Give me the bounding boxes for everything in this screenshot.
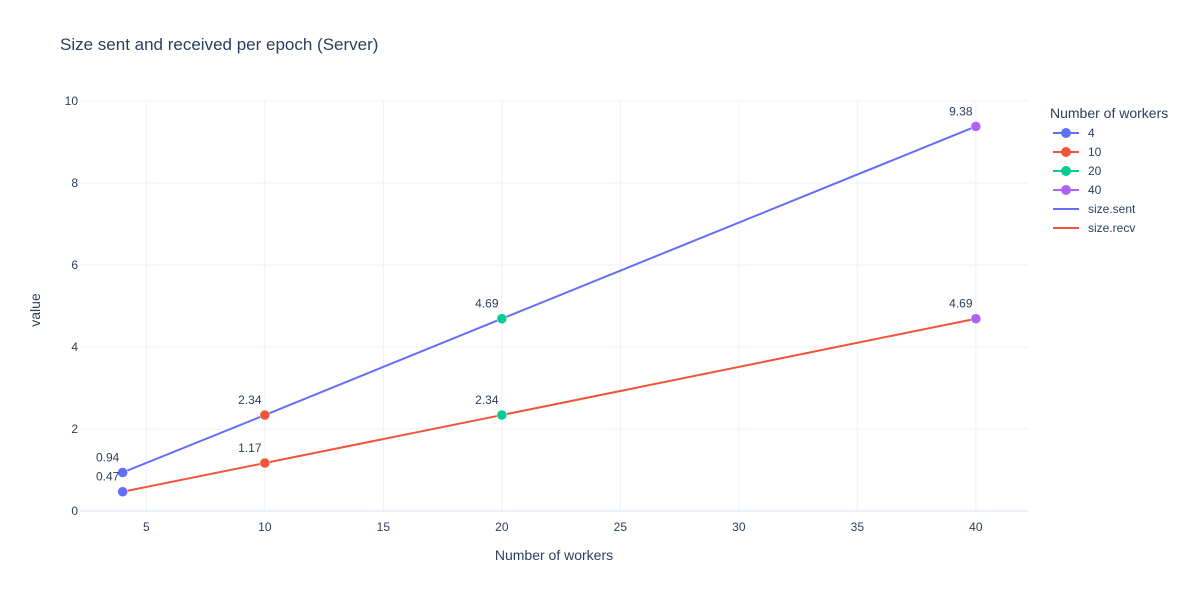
data-label: 2.34	[475, 393, 499, 407]
y-axis-title: value	[27, 293, 43, 327]
y-tick-label: 8	[71, 176, 78, 190]
axes: 0 2 4 6 8 10 5 10 15 20 25 30 35 40	[65, 94, 983, 534]
x-tick-label: 5	[143, 520, 150, 534]
data-point[interactable]	[970, 121, 982, 132]
series-line-size-recv	[122, 317, 977, 493]
data-point[interactable]	[970, 313, 982, 324]
data-labels: 0.94 2.34 4.69 9.38 0.47 1.17 2.34 4.69	[96, 104, 973, 483]
data-label: 9.38	[949, 104, 973, 118]
legend-marker[interactable]	[1061, 147, 1071, 157]
x-tick-label: 40	[969, 520, 983, 534]
data-label: 0.94	[96, 450, 120, 464]
y-tick-label: 2	[71, 422, 78, 436]
data-point[interactable]	[117, 467, 128, 478]
y-tick-label: 10	[65, 94, 79, 108]
x-axis-title: Number of workers	[495, 547, 613, 563]
data-label: 2.34	[238, 393, 262, 407]
legend-item-20[interactable]: 20	[1088, 164, 1102, 178]
legend-item-size-recv[interactable]: size.recv	[1088, 221, 1135, 235]
data-point[interactable]	[259, 457, 271, 469]
legend-marker[interactable]	[1061, 128, 1071, 138]
x-tick-label: 10	[258, 520, 272, 534]
data-label: 0.47	[96, 470, 120, 484]
data-point[interactable]	[117, 486, 128, 497]
gridlines	[80, 100, 1028, 512]
legend-marker[interactable]	[1061, 185, 1071, 195]
x-tick-label: 35	[851, 520, 865, 534]
y-tick-label: 4	[71, 340, 78, 354]
legend-marker[interactable]	[1061, 166, 1071, 176]
data-point[interactable]	[496, 409, 508, 421]
data-label: 4.69	[475, 297, 499, 311]
legend[interactable]: Number of workers 4 10 20 40 size.sent size.r…	[1050, 105, 1168, 235]
x-tick-label: 20	[495, 520, 509, 534]
y-tick-label: 6	[71, 258, 78, 272]
data-point[interactable]	[259, 409, 271, 421]
y-tick-label: 0	[71, 504, 78, 518]
legend-title: Number of workers	[1050, 105, 1168, 121]
legend-item-4[interactable]: 4	[1088, 126, 1095, 140]
x-tick-label: 25	[614, 520, 628, 534]
data-label: 4.69	[949, 297, 973, 311]
legend-item-10[interactable]: 10	[1088, 145, 1102, 159]
data-point[interactable]	[496, 313, 508, 324]
series-lines	[122, 125, 977, 493]
legend-item-40[interactable]: 40	[1088, 183, 1102, 197]
x-tick-label: 30	[732, 520, 746, 534]
data-markers	[117, 121, 982, 497]
series-line-size-sent	[122, 125, 977, 474]
legend-item-size-sent[interactable]: size.sent	[1088, 202, 1136, 216]
x-tick-label: 15	[377, 520, 391, 534]
data-label: 1.17	[238, 441, 262, 455]
chart-title: Size sent and received per epoch (Server…	[60, 35, 378, 54]
